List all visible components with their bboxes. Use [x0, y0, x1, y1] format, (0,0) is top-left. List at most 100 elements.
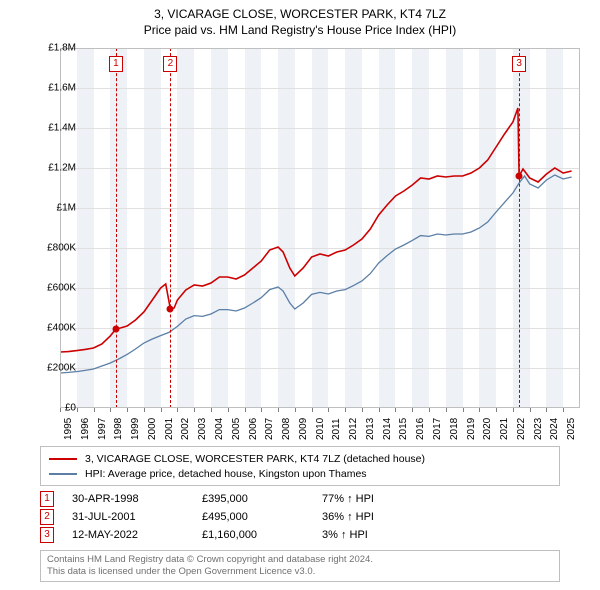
- event-pct-2: 36% ↑ HPI: [322, 511, 442, 523]
- x-tick: [412, 408, 413, 412]
- x-tick-label: 2002: [180, 418, 191, 440]
- x-tick-label: 2022: [516, 418, 527, 440]
- x-tick: [463, 408, 464, 412]
- x-tick: [110, 408, 111, 412]
- events-table: 1 30-APR-1998 £395,000 77% ↑ HPI 2 31-JU…: [40, 490, 442, 544]
- x-tick-label: 1999: [130, 418, 141, 440]
- attribution-line-2: This data is licensed under the Open Gov…: [47, 566, 553, 578]
- x-tick-label: 1995: [63, 418, 74, 440]
- legend-swatch-hpi: [49, 473, 77, 475]
- x-tick-label: 2025: [566, 418, 577, 440]
- title-line-1: 3, VICARAGE CLOSE, WORCESTER PARK, KT4 7…: [0, 6, 600, 22]
- x-tick-label: 2010: [315, 418, 326, 440]
- event-pct-3: 3% ↑ HPI: [322, 529, 442, 541]
- x-tick: [77, 408, 78, 412]
- x-tick-label: 1996: [80, 418, 91, 440]
- x-tick: [563, 408, 564, 412]
- x-tick-label: 2005: [231, 418, 242, 440]
- x-tick: [362, 408, 363, 412]
- event-marker-3: 3: [40, 527, 54, 543]
- event-price-2: £495,000: [202, 511, 322, 523]
- x-tick: [211, 408, 212, 412]
- x-tick-label: 2013: [365, 418, 376, 440]
- x-tick-label: 2018: [449, 418, 460, 440]
- x-tick-label: 2003: [197, 418, 208, 440]
- legend-box: 3, VICARAGE CLOSE, WORCESTER PARK, KT4 7…: [40, 446, 560, 486]
- attribution-line-1: Contains HM Land Registry data © Crown c…: [47, 554, 553, 566]
- legend-swatch-price-paid: [49, 458, 77, 460]
- x-tick-label: 2012: [348, 418, 359, 440]
- y-tick-label: £1.6M: [20, 83, 76, 94]
- x-tick: [496, 408, 497, 412]
- x-tick-label: 1997: [97, 418, 108, 440]
- event-row-3: 3 12-MAY-2022 £1,160,000 3% ↑ HPI: [40, 526, 442, 544]
- y-tick-label: £1.8M: [20, 43, 76, 54]
- y-tick-label: £600K: [20, 283, 76, 294]
- x-tick: [127, 408, 128, 412]
- y-tick-label: £0: [20, 403, 76, 414]
- x-tick-label: 2017: [432, 418, 443, 440]
- x-tick-label: 2016: [415, 418, 426, 440]
- legend-row-hpi: HPI: Average price, detached house, King…: [49, 466, 551, 481]
- x-tick-label: 2024: [549, 418, 560, 440]
- x-tick: [312, 408, 313, 412]
- event-marker-1: 1: [40, 491, 54, 507]
- y-tick-label: £1.4M: [20, 123, 76, 134]
- y-tick-label: £200K: [20, 363, 76, 374]
- x-tick: [395, 408, 396, 412]
- attribution-box: Contains HM Land Registry data © Crown c…: [40, 550, 560, 582]
- event-price-1: £395,000: [202, 493, 322, 505]
- y-tick-label: £1.2M: [20, 163, 76, 174]
- x-tick-label: 2006: [248, 418, 259, 440]
- x-tick-label: 2021: [499, 418, 510, 440]
- event-price-3: £1,160,000: [202, 529, 322, 541]
- event-date-2: 31-JUL-2001: [72, 511, 202, 523]
- x-tick: [328, 408, 329, 412]
- event-row-2: 2 31-JUL-2001 £495,000 36% ↑ HPI: [40, 508, 442, 526]
- x-tick: [530, 408, 531, 412]
- x-tick: [379, 408, 380, 412]
- event-row-1: 1 30-APR-1998 £395,000 77% ↑ HPI: [40, 490, 442, 508]
- x-tick: [513, 408, 514, 412]
- x-tick: [177, 408, 178, 412]
- x-tick: [446, 408, 447, 412]
- x-tick-label: 2011: [331, 418, 342, 440]
- x-tick-label: 2015: [398, 418, 409, 440]
- x-tick: [194, 408, 195, 412]
- x-tick-label: 1998: [113, 418, 124, 440]
- legend-label-price-paid: 3, VICARAGE CLOSE, WORCESTER PARK, KT4 7…: [85, 453, 425, 465]
- x-tick-label: 2000: [147, 418, 158, 440]
- x-tick: [228, 408, 229, 412]
- x-tick-label: 2008: [281, 418, 292, 440]
- title-block: 3, VICARAGE CLOSE, WORCESTER PARK, KT4 7…: [0, 0, 600, 38]
- x-tick: [278, 408, 279, 412]
- x-tick-label: 2019: [466, 418, 477, 440]
- chart-plot-area: 123: [60, 48, 580, 408]
- x-tick-label: 2014: [382, 418, 393, 440]
- x-tick: [429, 408, 430, 412]
- event-marker-2: 2: [40, 509, 54, 525]
- x-tick: [161, 408, 162, 412]
- x-tick: [546, 408, 547, 412]
- x-tick: [261, 408, 262, 412]
- event-pct-1: 77% ↑ HPI: [322, 493, 442, 505]
- x-tick: [479, 408, 480, 412]
- x-tick-label: 2009: [298, 418, 309, 440]
- x-tick-label: 2001: [164, 418, 175, 440]
- plot-border: [60, 48, 580, 408]
- x-tick: [295, 408, 296, 412]
- x-tick: [245, 408, 246, 412]
- event-date-3: 12-MAY-2022: [72, 529, 202, 541]
- x-tick: [345, 408, 346, 412]
- y-tick-label: £400K: [20, 323, 76, 334]
- x-tick: [144, 408, 145, 412]
- price-chart-container: 3, VICARAGE CLOSE, WORCESTER PARK, KT4 7…: [0, 0, 600, 590]
- legend-row-price-paid: 3, VICARAGE CLOSE, WORCESTER PARK, KT4 7…: [49, 451, 551, 466]
- event-date-1: 30-APR-1998: [72, 493, 202, 505]
- y-tick-label: £800K: [20, 243, 76, 254]
- x-tick: [94, 408, 95, 412]
- x-tick-label: 2023: [533, 418, 544, 440]
- title-line-2: Price paid vs. HM Land Registry's House …: [0, 22, 600, 38]
- y-tick-label: £1M: [20, 203, 76, 214]
- x-tick-label: 2004: [214, 418, 225, 440]
